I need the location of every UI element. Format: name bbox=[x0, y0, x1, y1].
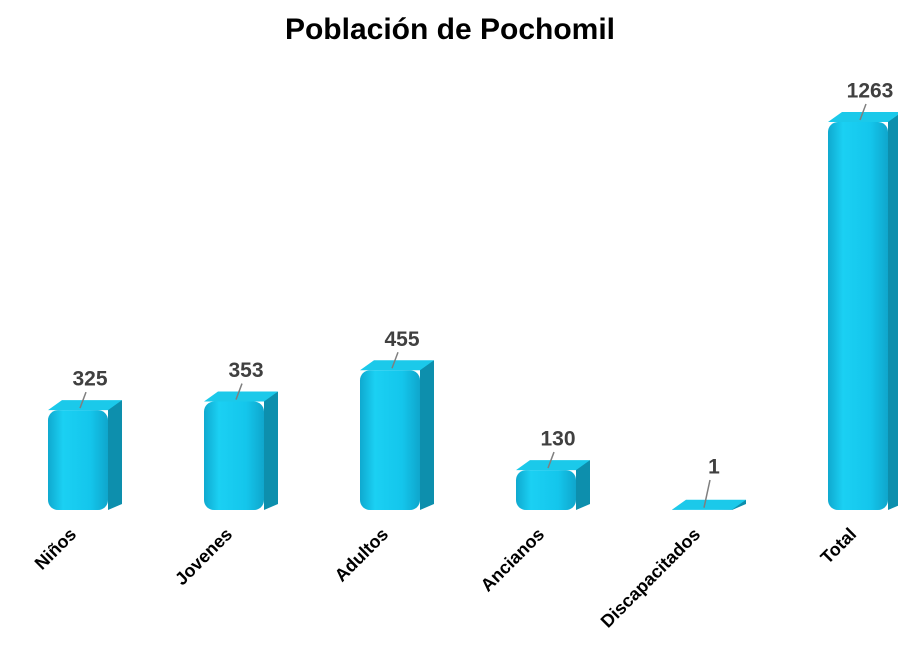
value-label: 1 bbox=[708, 456, 720, 479]
leader-line bbox=[79, 391, 87, 409]
bar-side bbox=[888, 114, 898, 510]
leader-line bbox=[859, 103, 867, 121]
bar-top bbox=[672, 499, 746, 510]
leader-line bbox=[391, 351, 399, 369]
x-tick-label: Jovenes bbox=[171, 524, 236, 589]
bar-side bbox=[732, 499, 746, 510]
leader-line bbox=[235, 383, 243, 400]
bar-top bbox=[516, 460, 590, 471]
bar-top bbox=[360, 360, 434, 371]
bar bbox=[360, 370, 420, 510]
leader-line bbox=[703, 479, 711, 508]
bar-side bbox=[108, 400, 122, 510]
value-label: 1263 bbox=[847, 80, 894, 103]
x-tick-label: Ancianos bbox=[477, 524, 548, 595]
x-tick-label: Niños bbox=[31, 524, 81, 574]
value-label: 455 bbox=[384, 328, 419, 351]
bar-top bbox=[828, 112, 898, 122]
leader-line bbox=[547, 451, 555, 469]
x-tick-label: Discapacitados bbox=[597, 524, 705, 632]
value-label: 325 bbox=[72, 368, 107, 391]
value-label: 353 bbox=[228, 359, 263, 382]
x-tick-label: Adultos bbox=[331, 524, 393, 586]
bar bbox=[516, 470, 576, 510]
bar bbox=[204, 401, 264, 510]
chart-title: Población de Pochomil bbox=[285, 13, 615, 46]
bar-top bbox=[48, 400, 122, 411]
bar bbox=[48, 410, 108, 510]
bar-side bbox=[576, 460, 590, 510]
bar-side bbox=[264, 391, 278, 510]
value-label: 130 bbox=[540, 428, 575, 451]
bar bbox=[828, 122, 888, 510]
bar-side bbox=[420, 360, 434, 510]
bar-top bbox=[204, 391, 278, 402]
x-tick-label: Total bbox=[817, 524, 861, 568]
